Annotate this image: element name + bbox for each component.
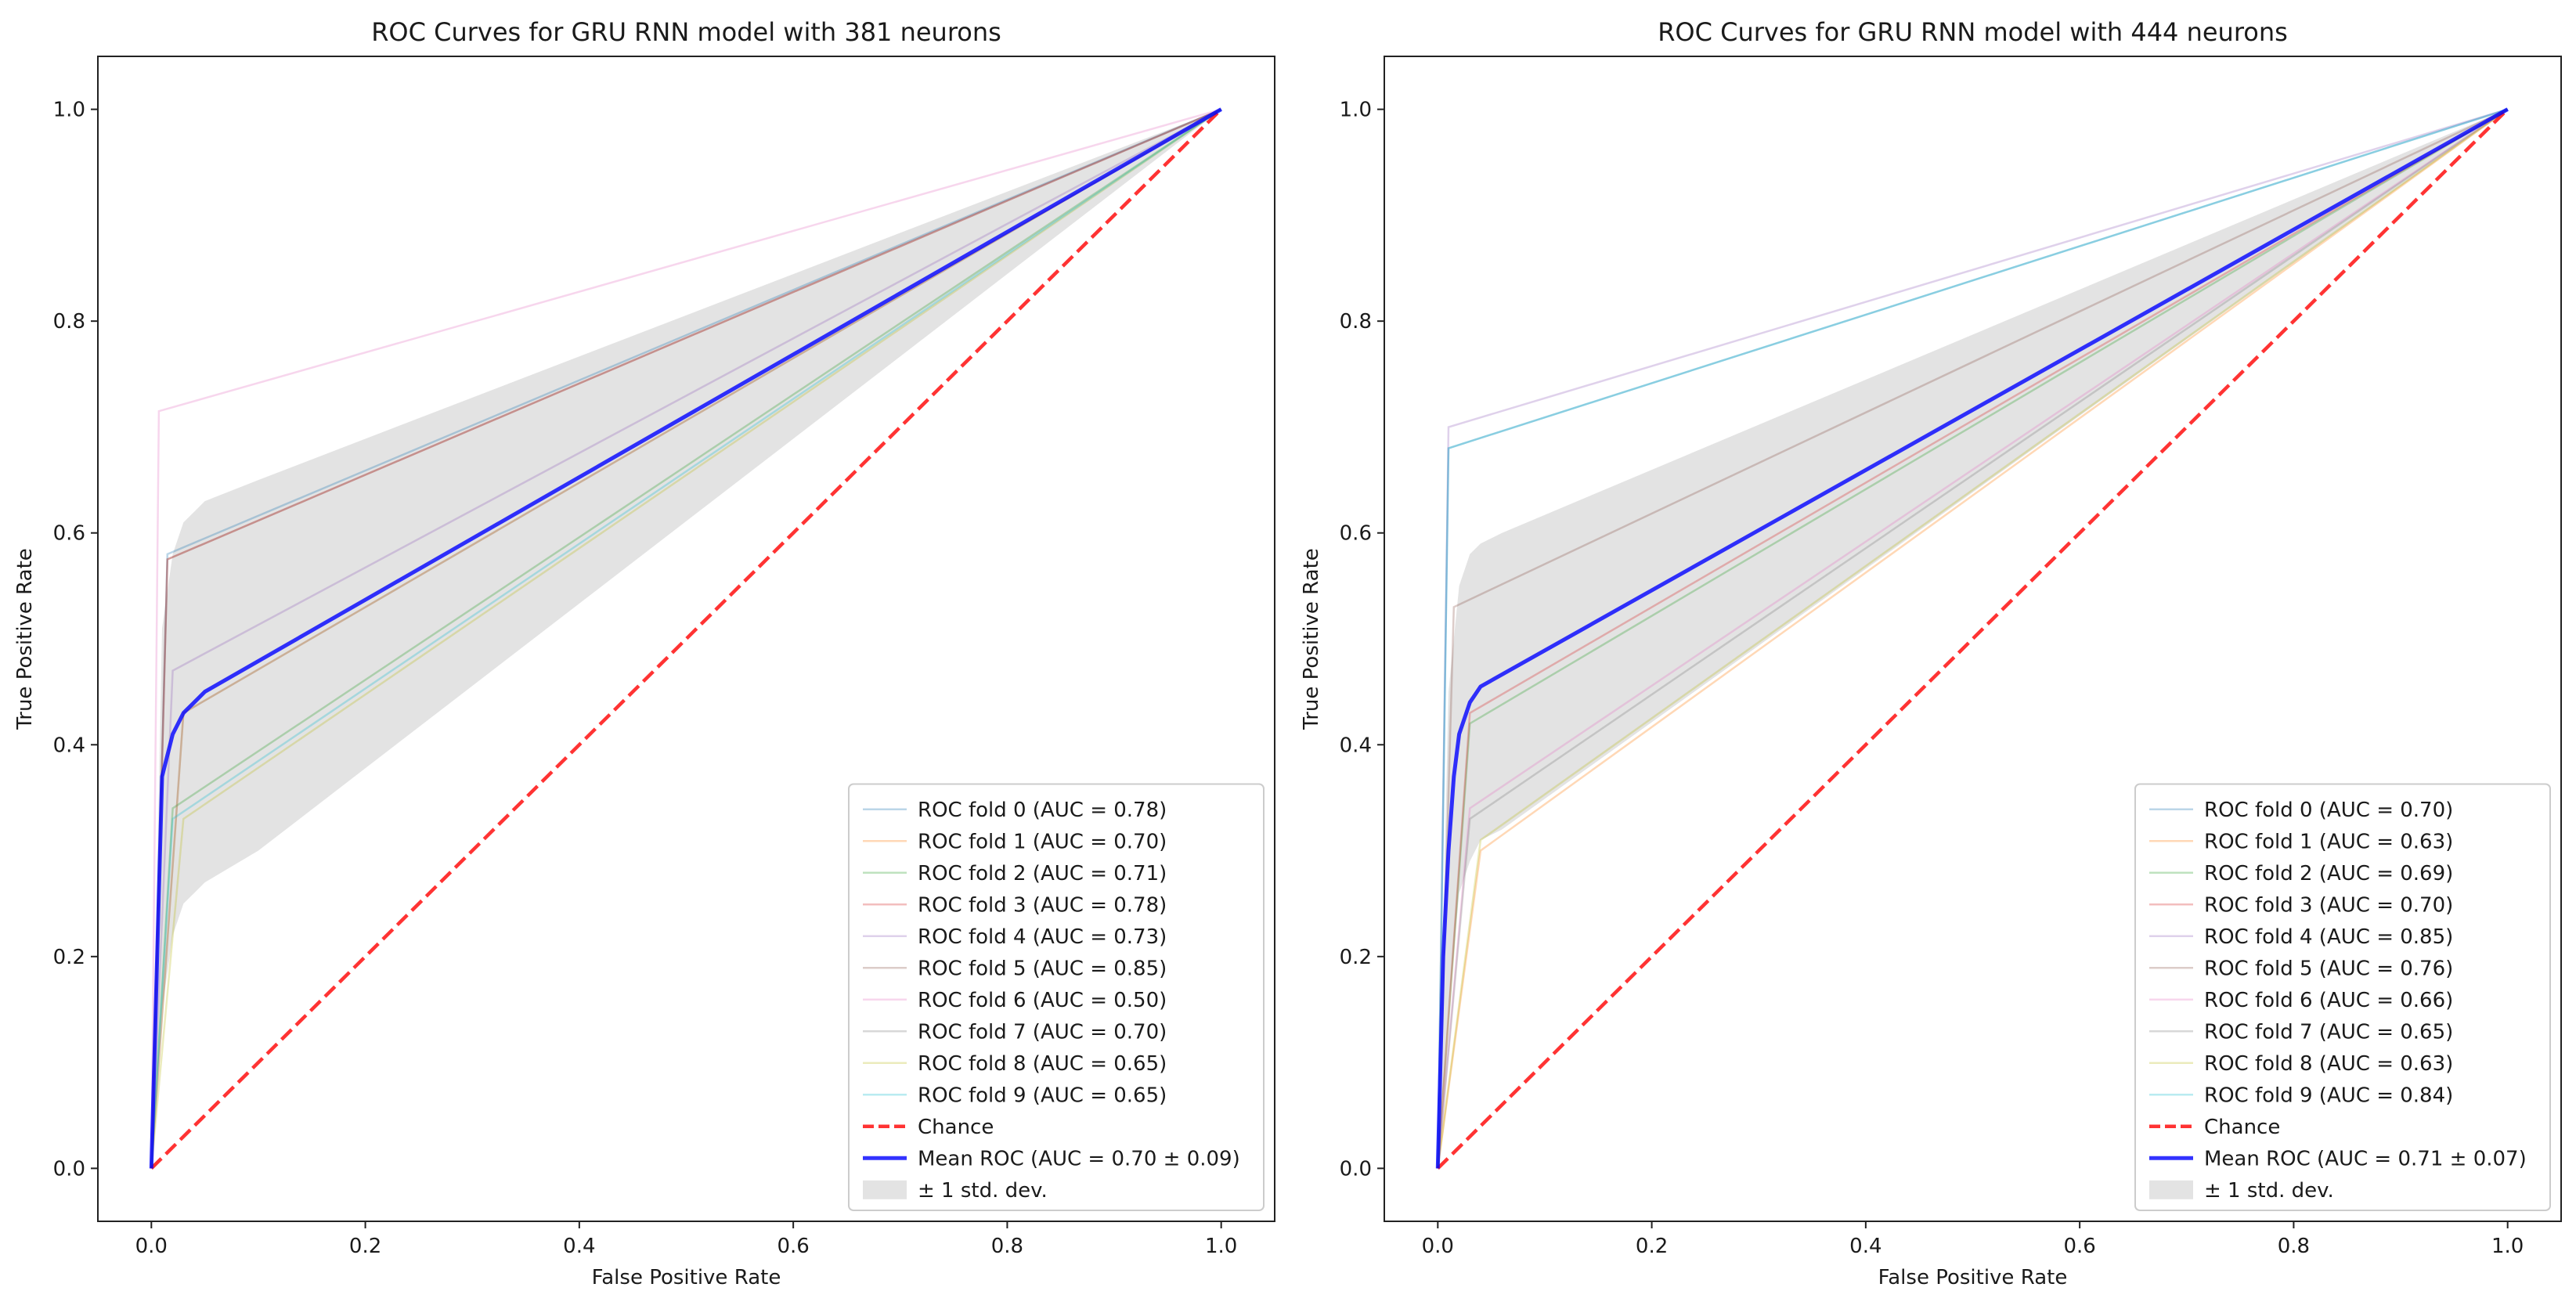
x-tick-label: 0.4 [1849,1235,1881,1258]
legend-entry: ROC fold 2 (AUC = 0.71) [918,862,1167,885]
y-axis-label: True Positive Rate [1300,548,1323,730]
mean-roc-line [149,107,1222,1169]
y-tick-label: 0.8 [53,310,85,334]
legend: ROC fold 0 (AUC = 0.78) ROC fold 1 (AUC =… [848,783,1265,1211]
x-tick-label: 0.0 [1422,1235,1454,1258]
legend-entry: ROC fold 0 (AUC = 0.70) [2204,799,2453,822]
y-axis-label: True Positive Rate [13,548,37,730]
y-tick-label: 0.8 [1340,310,1372,334]
legend-swatch [2149,1180,2193,1199]
y-tick-label: 0.2 [53,946,85,969]
legend-entry: Chance [2204,1116,2280,1139]
legend-entry: ROC fold 8 (AUC = 0.63) [2204,1052,2453,1076]
legend-swatch [863,1180,907,1199]
roc-fold-1-line [1437,108,2509,1169]
plot-frame [1384,56,2562,1222]
x-tick-label: 0.8 [991,1235,1023,1258]
legend-entry: ROC fold 5 (AUC = 0.85) [918,957,1167,980]
legend-entry: ROC fold 0 (AUC = 0.78) [918,799,1167,822]
x-tick-label: 1.0 [2491,1235,2524,1258]
legend-entry: ROC fold 4 (AUC = 0.85) [2204,925,2453,949]
y-tick-label: 0.6 [1340,522,1372,546]
mean-roc-line [1435,107,2509,1169]
plot-frame [97,56,1275,1222]
x-axis-label: False Positive Rate [1878,1266,2068,1289]
roc-fold-2-line [150,108,1222,1169]
legend-entry: ROC fold 4 (AUC = 0.73) [918,925,1167,949]
x-tick-label: 0.6 [2063,1235,2095,1258]
panel-381-neurons: ROC Curves for GRU RNN model with 381 ne… [13,17,1275,1289]
chance-line [150,108,1223,1170]
y-tick-label: 0.0 [1340,1157,1372,1181]
roc-fold-4-line [150,108,1222,1169]
legend-entry: ROC fold 2 (AUC = 0.69) [2204,862,2453,885]
legend-entry: ROC fold 5 (AUC = 0.76) [2204,957,2453,980]
x-tick-label: 1.0 [1205,1235,1237,1258]
legend-entry: ROC fold 3 (AUC = 0.78) [918,893,1167,917]
y-tick-label: 0.2 [1340,946,1372,969]
roc-fold-4-line [1437,108,2509,1169]
x-tick-label: 0.6 [777,1235,809,1258]
legend-box [848,783,1265,1211]
panel-444-neurons: ROC Curves for GRU RNN model with 444 ne… [1300,17,2562,1289]
legend-entry: Chance [918,1116,994,1139]
chart-title: ROC Curves for GRU RNN model with 444 ne… [1658,17,2288,47]
y-tick-label: 0.6 [53,522,85,546]
legend-entry: ROC fold 7 (AUC = 0.65) [2204,1020,2453,1044]
x-tick-label: 0.8 [2278,1235,2310,1258]
std-dev-band [151,109,1221,1169]
legend-entry: ROC fold 1 (AUC = 0.63) [2204,830,2453,853]
chance-line [1436,108,2509,1170]
std-dev-band [1438,109,2508,1169]
y-tick-label: 1.0 [53,99,85,122]
legend-entry: ROC fold 8 (AUC = 0.65) [918,1052,1167,1076]
roc-fold-8-line [150,108,1222,1169]
chart-title: ROC Curves for GRU RNN model with 381 ne… [371,17,1001,47]
y-tick-label: 0.4 [1340,734,1372,757]
legend-entry: Mean ROC (AUC = 0.70 ± 0.09) [918,1147,1240,1170]
legend-box [2134,783,2551,1211]
x-tick-label: 0.0 [135,1235,168,1258]
y-tick-label: 0.0 [53,1157,85,1181]
legend-entry: ROC fold 1 (AUC = 0.70) [918,830,1167,853]
legend-entry: ± 1 std. dev. [918,1179,1048,1203]
y-tick-label: 1.0 [1340,99,1372,122]
roc-fold-6-line [1437,108,2509,1169]
legend-entry: ROC fold 3 (AUC = 0.70) [2204,893,2453,917]
legend-entry: ROC fold 9 (AUC = 0.84) [2204,1084,2453,1107]
roc-fold-9-line [150,108,1222,1169]
legend-entry: Mean ROC (AUC = 0.71 ± 0.07) [2204,1147,2527,1170]
roc-fold-3-line [1437,108,2509,1169]
roc-fold-7-line [1437,108,2509,1169]
x-tick-label: 0.2 [1636,1235,1668,1258]
x-tick-label: 0.4 [563,1235,595,1258]
roc-fold-8-line [1437,108,2509,1169]
legend-entry: ROC fold 7 (AUC = 0.70) [918,1020,1167,1044]
legend-entry: ROC fold 9 (AUC = 0.65) [918,1084,1167,1107]
roc-fold-0-line [1437,108,2509,1169]
x-axis-label: False Positive Rate [592,1266,781,1289]
legend-entry: ± 1 std. dev. [2204,1179,2334,1203]
y-tick-label: 0.4 [53,734,85,757]
roc-fold-9-line [1437,108,2509,1169]
roc-fold-2-line [1437,108,2509,1169]
roc-fold-6-line [150,108,1222,1169]
x-tick-label: 0.2 [349,1235,381,1258]
legend: ROC fold 0 (AUC = 0.70) ROC fold 1 (AUC =… [2134,783,2551,1211]
legend-entry: ROC fold 6 (AUC = 0.50) [918,989,1167,1012]
legend-entry: ROC fold 6 (AUC = 0.66) [2204,989,2453,1012]
